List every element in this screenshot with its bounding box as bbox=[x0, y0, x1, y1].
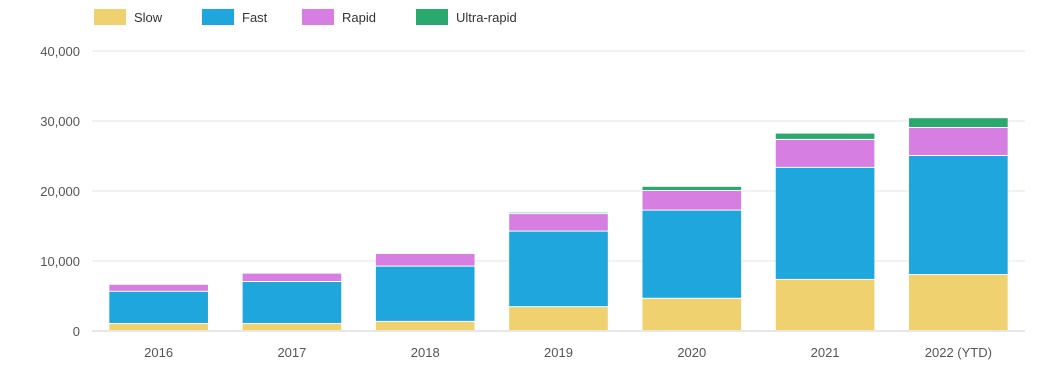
legend-item-ultra-rapid[interactable]: Ultra-rapid bbox=[416, 9, 517, 25]
bar-segment-fast[interactable] bbox=[243, 282, 342, 323]
bar-stack-6[interactable] bbox=[909, 118, 1008, 330]
legend-item-rapid[interactable]: Rapid bbox=[302, 9, 376, 25]
legend-swatch bbox=[416, 9, 448, 25]
y-tick-label: 40,000 bbox=[40, 44, 80, 59]
y-tick-label: 0 bbox=[73, 324, 80, 339]
bar-stack-4[interactable] bbox=[642, 187, 741, 330]
legend-label: Fast bbox=[242, 10, 268, 25]
bar-segment-slow[interactable] bbox=[376, 322, 475, 330]
x-tick-label: 2016 bbox=[144, 345, 173, 360]
bar-segment-rapid[interactable] bbox=[509, 214, 608, 231]
bar-segment-slow[interactable] bbox=[776, 280, 875, 330]
legend-swatch bbox=[202, 9, 234, 25]
legend-swatch bbox=[302, 9, 334, 25]
bar-segment-fast[interactable] bbox=[509, 232, 608, 307]
y-tick-label: 30,000 bbox=[40, 114, 80, 129]
x-axis: 2016 2017 2018 2019 2020 2021 2022 (YTD) bbox=[144, 345, 992, 360]
bar-segment-rapid[interactable] bbox=[109, 285, 208, 291]
bar-segment-slow[interactable] bbox=[909, 275, 1008, 330]
x-tick-label: 2018 bbox=[411, 345, 440, 360]
legend-item-slow[interactable]: Slow bbox=[94, 9, 163, 25]
y-axis: 0 10,000 20,000 30,000 40,000 bbox=[40, 44, 80, 339]
x-tick-label: 2021 bbox=[811, 345, 840, 360]
bar-segment-slow[interactable] bbox=[243, 324, 342, 330]
bar-segment-fast[interactable] bbox=[909, 156, 1008, 274]
bar-segment-rapid[interactable] bbox=[909, 128, 1008, 155]
legend-swatch bbox=[94, 9, 126, 25]
bar-segment-slow[interactable] bbox=[509, 307, 608, 330]
legend: Slow Fast Rapid Ultra-rapid bbox=[94, 9, 517, 25]
x-tick-label: 2020 bbox=[677, 345, 706, 360]
bar-stack-5[interactable] bbox=[776, 134, 875, 330]
bar-segment-fast[interactable] bbox=[642, 211, 741, 298]
legend-label: Slow bbox=[134, 10, 163, 25]
bar-stack-1[interactable] bbox=[243, 274, 342, 330]
bar-segment-ultra-rapid[interactable] bbox=[776, 134, 875, 139]
bar-stack-2[interactable] bbox=[376, 254, 475, 330]
bar-segment-rapid[interactable] bbox=[376, 254, 475, 266]
y-tick-label: 20,000 bbox=[40, 184, 80, 199]
bar-segment-slow[interactable] bbox=[109, 324, 208, 330]
bar-segment-fast[interactable] bbox=[376, 267, 475, 321]
bar-segment-rapid[interactable] bbox=[243, 274, 342, 281]
bar-segment-fast[interactable] bbox=[776, 168, 875, 279]
legend-label: Rapid bbox=[342, 10, 376, 25]
bars bbox=[109, 118, 1007, 330]
x-tick-label: 2019 bbox=[544, 345, 573, 360]
bar-segment-rapid[interactable] bbox=[776, 140, 875, 167]
legend-label: Ultra-rapid bbox=[456, 10, 517, 25]
bar-segment-rapid[interactable] bbox=[642, 191, 741, 210]
bar-segment-ultra-rapid[interactable] bbox=[909, 118, 1008, 127]
bar-segment-ultra-rapid[interactable] bbox=[642, 187, 741, 190]
bar-stack-3[interactable] bbox=[509, 213, 608, 330]
legend-item-fast[interactable]: Fast bbox=[202, 9, 268, 25]
y-tick-label: 10,000 bbox=[40, 254, 80, 269]
bar-stack-0[interactable] bbox=[109, 285, 208, 330]
bar-segment-fast[interactable] bbox=[109, 292, 208, 323]
x-tick-label: 2022 (YTD) bbox=[925, 345, 992, 360]
x-tick-label: 2017 bbox=[277, 345, 306, 360]
bar-segment-slow[interactable] bbox=[642, 299, 741, 330]
